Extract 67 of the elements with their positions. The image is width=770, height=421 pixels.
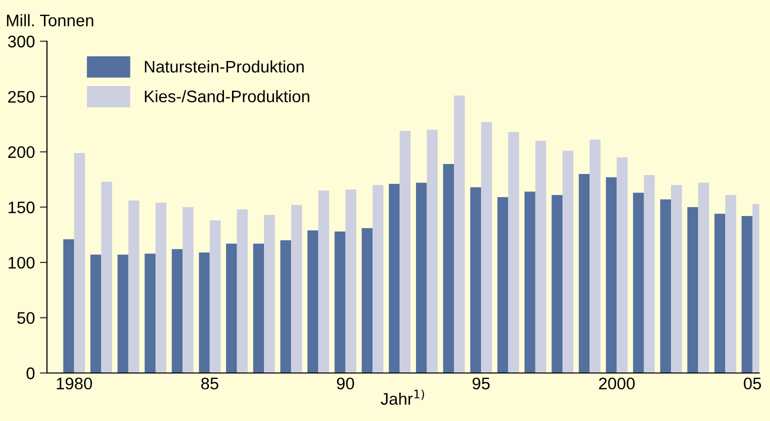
bar	[633, 192, 644, 374]
bar	[210, 220, 221, 374]
bar	[671, 185, 682, 374]
bar	[497, 197, 508, 374]
bar	[454, 95, 465, 374]
bar	[63, 239, 74, 374]
y-tick-label: 0	[26, 367, 35, 380]
bar	[182, 207, 194, 374]
bar	[307, 230, 318, 374]
bar	[590, 140, 600, 374]
bar	[552, 194, 563, 374]
bar	[660, 199, 672, 374]
bar	[291, 204, 302, 374]
bar	[372, 185, 384, 374]
bar	[101, 182, 112, 374]
bar	[128, 200, 140, 374]
bar	[535, 140, 546, 374]
bar	[400, 130, 411, 374]
bar	[698, 182, 710, 374]
x-tick-label: 90	[336, 378, 354, 390]
legend-label: Naturstein-Produktion	[144, 60, 304, 73]
bar	[725, 194, 736, 374]
bar	[362, 228, 373, 374]
legend-label: Kies-/Sand-Produktion	[144, 90, 310, 102]
bar	[443, 164, 454, 374]
bar	[156, 202, 166, 374]
y-tick-label: 100	[8, 256, 35, 269]
bar	[345, 189, 356, 374]
x-axis-title: Jahr$^{1)}$	[380, 389, 424, 405]
y-tick-label: 200	[8, 146, 35, 158]
x-tick-label: 1980	[56, 378, 92, 390]
bar	[318, 190, 330, 374]
bar	[226, 244, 237, 374]
bar	[253, 244, 264, 374]
bar	[426, 130, 438, 374]
y-tick-label: 150	[8, 202, 35, 214]
bar	[508, 132, 520, 374]
y-tick-label: 50	[17, 312, 35, 324]
bar	[578, 174, 590, 374]
bar	[74, 152, 85, 374]
x-tick-label: 95	[472, 378, 490, 390]
y-tick-label: 250	[8, 90, 35, 103]
bar	[714, 214, 726, 374]
bar	[644, 175, 655, 374]
y-tick-label: 300	[8, 36, 35, 48]
bar	[388, 184, 400, 374]
bar	[616, 157, 628, 374]
bar	[118, 254, 128, 374]
y-axis-title: Mill. Tonnen	[7, 14, 94, 26]
x-tick-label: 2000	[599, 378, 635, 390]
bar	[172, 249, 183, 374]
bar	[524, 192, 536, 374]
bar	[144, 254, 156, 374]
bar	[687, 207, 698, 374]
bar	[470, 187, 482, 374]
bar	[416, 182, 427, 374]
x-tick-label: 85	[201, 378, 218, 390]
bar	[481, 122, 492, 374]
bar	[334, 231, 346, 374]
bar	[264, 214, 275, 374]
bar	[562, 150, 574, 374]
bar	[236, 209, 248, 374]
x-tick-label: 05	[744, 378, 762, 390]
bar	[90, 254, 102, 374]
bar	[606, 177, 617, 374]
bar	[198, 252, 210, 374]
bar	[280, 240, 292, 374]
